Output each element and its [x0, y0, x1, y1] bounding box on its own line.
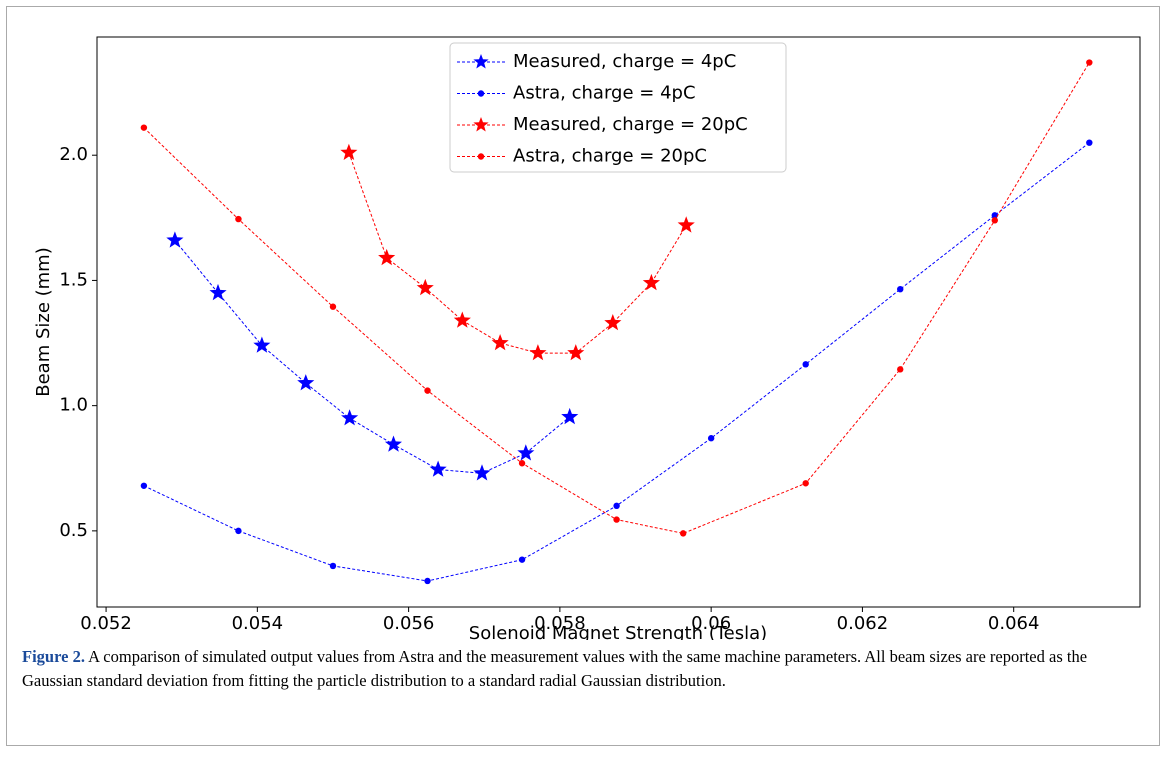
legend-box	[449, 42, 787, 173]
dot-marker	[613, 516, 620, 523]
x-tick-label: 0.058	[534, 613, 586, 634]
legend-marker	[473, 54, 489, 69]
y-tick-label: 2.0	[59, 144, 88, 165]
dot-marker	[802, 480, 809, 487]
star-marker	[429, 460, 447, 477]
dot-marker	[518, 460, 526, 467]
y-axis-label: Beam Size (mm)	[33, 247, 54, 397]
dot-marker	[140, 482, 148, 489]
series-line	[348, 152, 687, 354]
dot-marker	[1086, 139, 1093, 146]
caption: Figure 2. A comparison of simulated outp…	[22, 645, 1147, 693]
star-marker	[529, 344, 547, 361]
star-marker	[604, 314, 622, 331]
caption-text: A comparison of simulated output values …	[22, 647, 1088, 690]
caption-label: Figure 2.	[22, 647, 85, 666]
dot-marker	[897, 366, 904, 373]
star-marker	[253, 336, 271, 353]
chart: Solenoid Magnet Strength (Tesla) Beam Si…	[33, 36, 1141, 640]
y-tick-label: 0.5	[59, 520, 88, 541]
x-tick-label: 0.056	[383, 613, 435, 634]
dot-marker	[707, 435, 715, 442]
star-marker	[491, 334, 509, 351]
dot-marker	[991, 212, 998, 219]
dot-marker	[329, 562, 337, 570]
star-marker	[517, 444, 535, 461]
star-marker	[677, 216, 695, 233]
y-tick-label: 1.0	[59, 395, 88, 416]
dot-marker	[613, 502, 620, 510]
dot-marker	[329, 303, 337, 310]
legend-label: Astra, charge = 20pC	[513, 146, 707, 167]
dot-marker	[802, 361, 809, 368]
series-line	[174, 240, 571, 474]
star-marker	[561, 407, 579, 425]
star-marker	[384, 435, 402, 452]
series-line	[143, 142, 1090, 582]
dot-marker	[991, 217, 998, 224]
legend-marker	[477, 90, 485, 97]
star-marker	[378, 248, 396, 266]
legend-marker	[473, 117, 489, 132]
x-tick-label: 0.06	[691, 613, 731, 634]
star-marker	[340, 143, 358, 160]
legend-marker	[477, 153, 485, 160]
figure-frame	[6, 6, 1160, 746]
plot-area	[96, 36, 1141, 608]
star-marker	[416, 278, 434, 296]
x-tick-label: 0.052	[80, 613, 132, 634]
star-marker	[166, 231, 184, 248]
star-marker	[642, 273, 660, 291]
y-tick-label: 1.5	[59, 269, 88, 290]
legend-label: Measured, charge = 4pC	[513, 51, 736, 72]
x-tick-label: 0.062	[837, 613, 889, 634]
star-marker	[473, 464, 491, 481]
star-marker	[209, 283, 227, 301]
dot-marker	[235, 527, 242, 535]
star-marker	[341, 409, 359, 426]
x-tick-label: 0.064	[988, 613, 1040, 634]
dot-marker	[424, 577, 431, 585]
x-tick-label: 0.054	[232, 613, 284, 634]
dot-marker	[897, 285, 904, 293]
star-marker	[297, 374, 315, 391]
x-axis-label: Solenoid Magnet Strength (Tesla)	[469, 623, 767, 640]
dot-marker	[518, 556, 526, 563]
star-marker	[453, 311, 471, 328]
dot-marker	[679, 530, 687, 537]
dot-marker	[424, 387, 431, 394]
star-marker	[567, 344, 585, 361]
legend-label: Astra, charge = 4pC	[513, 83, 696, 104]
dot-marker	[235, 215, 242, 223]
dot-marker	[1086, 59, 1093, 66]
dot-marker	[140, 124, 148, 131]
legend-label: Measured, charge = 20pC	[513, 114, 748, 135]
